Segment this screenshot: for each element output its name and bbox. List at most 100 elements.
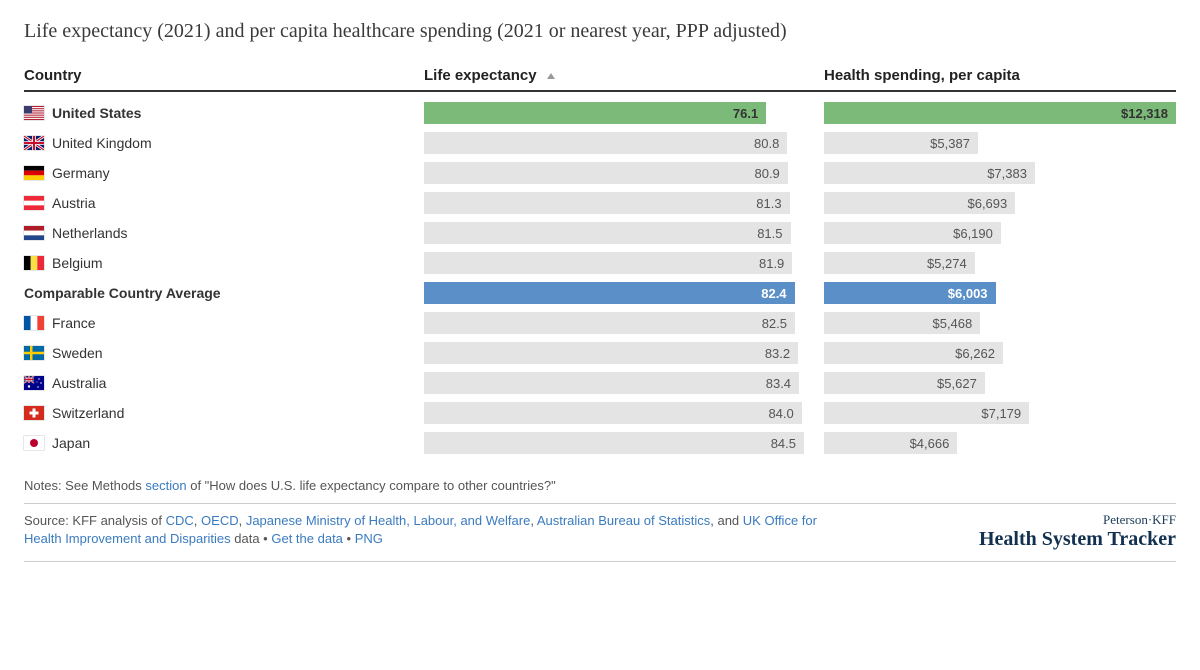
notes-section-link[interactable]: section <box>145 478 186 493</box>
health-spending-cell: $5,468 <box>824 312 1176 334</box>
source-link[interactable]: OECD <box>201 513 239 528</box>
life-expectancy-value: 81.9 <box>759 256 784 271</box>
health-spending-bar: $6,003 <box>824 282 996 304</box>
life-expectancy-cell: 81.5 <box>424 222 824 244</box>
jp-flag-icon <box>24 436 44 450</box>
life-expectancy-bar: 82.5 <box>424 312 795 334</box>
notes-suffix: of "How does U.S. life expectancy compar… <box>187 478 556 493</box>
source-link[interactable]: Australian Bureau of Statistics <box>537 513 710 528</box>
health-spending-bar: $6,693 <box>824 192 1015 214</box>
notes-prefix: Notes: See Methods <box>24 478 145 493</box>
health-spending-cell: $6,190 <box>824 222 1176 244</box>
get-the-data-link[interactable]: Get the data <box>271 531 343 546</box>
health-spending-value: $12,318 <box>1121 106 1168 121</box>
table-row: Belgium81.9$5,274 <box>24 248 1176 278</box>
source-prefix: Source: KFF analysis of <box>24 513 166 528</box>
fr-flag-icon <box>24 316 44 330</box>
se-flag-icon <box>24 346 44 360</box>
life-expectancy-cell: 82.5 <box>424 312 824 334</box>
life-expectancy-value: 84.0 <box>768 406 793 421</box>
life-expectancy-value: 81.3 <box>756 196 781 211</box>
data-table: Country Life expectancy Health spending,… <box>24 67 1176 458</box>
life-expectancy-value: 82.5 <box>762 316 787 331</box>
header-country[interactable]: Country <box>24 67 424 84</box>
life-expectancy-bar: 81.5 <box>424 222 791 244</box>
health-spending-bar: $5,387 <box>824 132 978 154</box>
country-name: United Kingdom <box>52 135 152 151</box>
notes-line: Notes: See Methods section of "How does … <box>24 478 1176 504</box>
source-link[interactable]: CDC <box>166 513 194 528</box>
health-spending-cell: $7,179 <box>824 402 1176 424</box>
life-expectancy-bar: 83.4 <box>424 372 799 394</box>
life-expectancy-bar: 80.9 <box>424 162 788 184</box>
health-spending-bar: $4,666 <box>824 432 957 454</box>
country-name: Sweden <box>52 345 103 361</box>
table-row: United States76.1 $12,318 <box>24 98 1176 128</box>
life-expectancy-value: 80.8 <box>754 136 779 151</box>
life-expectancy-bar: 84.5 <box>424 432 804 454</box>
table-row: Switzerland 84.0 $7,179 <box>24 398 1176 428</box>
table-row: Sweden 83.2 $6,262 <box>24 338 1176 368</box>
source-mid: , and <box>710 513 743 528</box>
sort-ascending-icon <box>547 73 555 79</box>
health-spending-cell: $6,693 <box>824 192 1176 214</box>
country-name: Japan <box>52 435 90 451</box>
life-expectancy-bar: 83.2 <box>424 342 798 364</box>
health-spending-bar: $5,468 <box>824 312 980 334</box>
source-link[interactable]: Japanese Ministry of Health, Labour, and… <box>246 513 530 528</box>
de-flag-icon <box>24 166 44 180</box>
at-flag-icon <box>24 196 44 210</box>
table-body: United States76.1 $12,318 United Kingdom 80… <box>24 98 1176 458</box>
brand-bottom: Health System Tracker <box>979 528 1176 551</box>
brand-logo: Peterson·KFF Health System Tracker <box>979 512 1176 551</box>
life-expectancy-cell: 84.0 <box>424 402 824 424</box>
life-expectancy-value: 81.5 <box>757 226 782 241</box>
health-spending-value: $5,468 <box>932 316 972 331</box>
health-spending-cell: $12,318 <box>824 102 1176 124</box>
life-expectancy-cell: 80.8 <box>424 132 824 154</box>
country-cell: Australia <box>24 375 424 391</box>
header-life-expectancy[interactable]: Life expectancy <box>424 67 824 84</box>
country-cell: Germany <box>24 165 424 181</box>
health-spending-bar: $6,262 <box>824 342 1003 364</box>
us-flag-icon <box>24 106 44 120</box>
country-name: Netherlands <box>52 225 128 241</box>
png-link[interactable]: PNG <box>355 531 383 546</box>
life-expectancy-cell: 81.9 <box>424 252 824 274</box>
table-row: Australia83.4 $5,627 <box>24 368 1176 398</box>
table-header: Country Life expectancy Health spending,… <box>24 67 1176 92</box>
country-cell: United States <box>24 105 424 121</box>
health-spending-bar: $5,274 <box>824 252 975 274</box>
health-spending-value: $7,179 <box>981 406 1021 421</box>
footer: Source: KFF analysis of CDC, OECD, Japan… <box>24 512 1176 562</box>
country-cell: France <box>24 315 424 331</box>
health-spending-bar: $7,179 <box>824 402 1029 424</box>
country-name: France <box>52 315 96 331</box>
health-spending-cell: $5,627 <box>824 372 1176 394</box>
header-life-label: Life expectancy <box>424 67 537 84</box>
health-spending-value: $5,274 <box>927 256 967 271</box>
health-spending-value: $5,627 <box>937 376 977 391</box>
health-spending-bar: $6,190 <box>824 222 1001 244</box>
country-name: Austria <box>52 195 96 211</box>
table-row: Comparable Country Average82.4$6,003 <box>24 278 1176 308</box>
life-expectancy-cell: 81.3 <box>424 192 824 214</box>
health-spending-value: $6,262 <box>955 346 995 361</box>
health-spending-value: $6,003 <box>948 286 988 301</box>
header-health-spending[interactable]: Health spending, per capita <box>824 67 1176 84</box>
life-expectancy-bar: 76.1 <box>424 102 766 124</box>
health-spending-bar: $7,383 <box>824 162 1035 184</box>
table-row: Germany80.9 $7,383 <box>24 158 1176 188</box>
health-spending-value: $5,387 <box>930 136 970 151</box>
health-spending-cell: $5,274 <box>824 252 1176 274</box>
table-row: Japan 84.5 $4,666 <box>24 428 1176 458</box>
health-spending-cell: $7,383 <box>824 162 1176 184</box>
be-flag-icon <box>24 256 44 270</box>
country-cell: Netherlands <box>24 225 424 241</box>
health-spending-value: $6,693 <box>967 196 1007 211</box>
life-expectancy-cell: 76.1 <box>424 102 824 124</box>
country-name: Switzerland <box>52 405 124 421</box>
table-row: United Kingdom 80.8 $5,387 <box>24 128 1176 158</box>
country-cell: Austria <box>24 195 424 211</box>
life-expectancy-bar: 81.3 <box>424 192 790 214</box>
